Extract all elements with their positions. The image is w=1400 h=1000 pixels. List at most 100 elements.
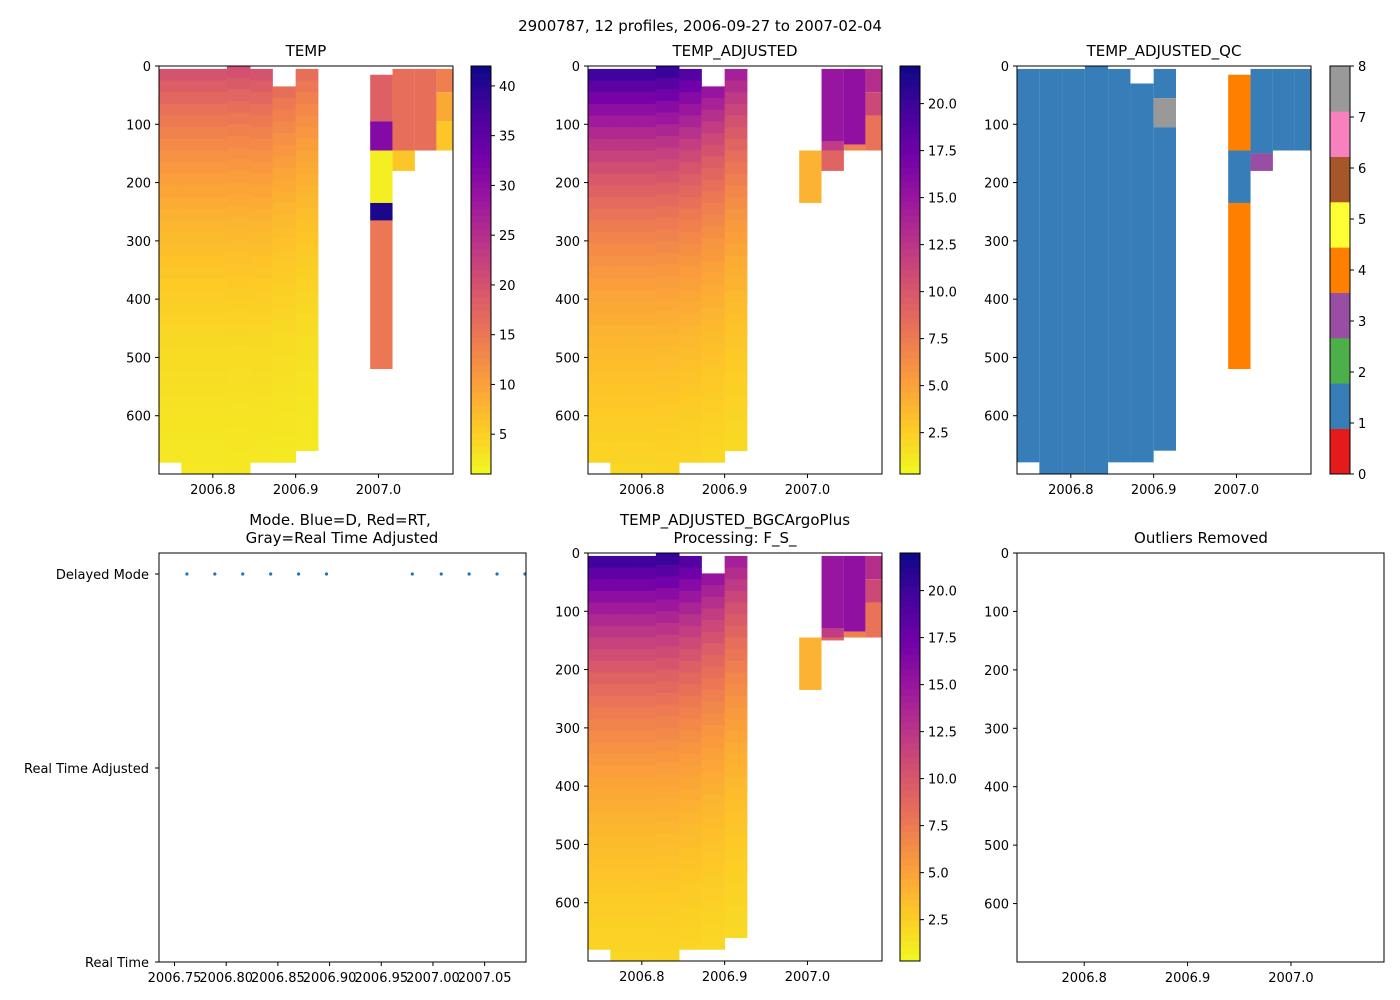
heatmap-cell [181,302,205,315]
heatmap-cell [633,337,657,350]
colorbar-segment [900,607,920,615]
heatmap-cell [181,325,205,338]
y-category-label: Real Time Adjusted [24,762,149,777]
heatmap-cell [724,800,748,813]
heatmap-cell [272,424,297,437]
heatmap-cell [633,812,657,825]
colorbar-segment [900,770,920,778]
heatmap-cell [724,372,748,385]
bgc-colorbar-frame [899,552,921,962]
heatmap-cell [701,447,726,460]
temp-heatmap-cells [159,66,453,475]
heatmap-cell [679,197,702,210]
heatmap-cell [633,150,657,163]
heatmap-cell [655,380,680,393]
heatmap-cell [679,92,702,105]
heatmap-cell [588,590,611,603]
colorbar-segment [471,195,491,203]
heatmap-cell [724,917,748,930]
heatmap-cell [295,115,319,128]
qc-cell [1130,83,1154,463]
heatmap-cell [610,602,634,615]
outliers-x-ticks: 2006.8 2006.9 2007.0 [1061,962,1314,986]
heatmap-cell [159,103,182,116]
heatmap-cell [588,649,611,662]
heatmap-cell [655,751,680,764]
heatmap-cell [204,173,228,186]
x-tick-label: 2006.8 [1061,971,1107,986]
bgc-heatmap-cells [588,553,882,962]
colorbar-segment [471,419,491,427]
heatmap-cell [843,631,866,638]
heatmap-cell [204,138,228,151]
heatmap-cell [588,127,611,140]
heatmap-cell [272,342,297,355]
heatmap-cell [159,337,182,350]
colorbar-tick-label: 3 [1358,315,1366,330]
colorbar-tick-label: 25 [499,229,516,244]
heatmap-cell [588,730,611,743]
heatmap-cell [181,185,205,198]
heatmap-cell [588,835,611,848]
heatmap-cell [655,124,680,137]
qc-x-ticks: 2006.8 2006.9 2007.0 [1048,474,1259,498]
colorbar-segment [471,202,491,210]
heatmap-cell [588,406,611,420]
heatmap-cell [679,162,702,175]
heatmap-cell [272,459,297,463]
colorbar-tick-label: 17.5 [928,632,957,647]
heatmap-cell [701,237,726,250]
colorbar-segment [471,161,491,169]
y-tick-label: 400 [984,293,1009,308]
heatmap-cell [679,348,702,361]
colorbar-segment [471,365,491,373]
heatmap-cell [610,243,634,256]
colorbar-segment [471,283,491,291]
colorbar-segment [900,161,920,169]
heatmap-cell [610,882,634,895]
heatmap-cell [159,150,182,163]
colorbar-segment [900,716,920,724]
heatmap-cell [724,730,748,743]
heatmap-cell [633,695,657,708]
heatmap-cell [272,226,297,239]
y-tick-label: 500 [555,351,580,366]
colorbar-segment [471,242,491,251]
heatmap-cell [272,144,297,157]
heatmap-cell [633,625,657,638]
qc-cell [1017,68,1040,463]
heatmap-cell [724,567,748,580]
heatmap-cell [724,232,748,245]
heatmap-cell [181,173,205,186]
x-tick-label: 2007.00 [406,971,460,986]
heatmap-cell [272,296,297,309]
colorbar-segment [900,634,920,642]
heatmap-cell [610,80,634,93]
heatmap-cell [610,917,634,930]
heatmap-cell [226,135,251,148]
heatmap-cell [701,459,726,463]
heatmap-cell [159,173,182,186]
heatmap-cell [250,162,273,175]
temp-x-ticks: 2006.8 2006.9 2007.0 [190,474,401,498]
mode-point [467,572,471,576]
colorbar-segment [471,100,491,108]
heatmap-cell [588,197,611,210]
colorbar-segment [471,372,491,380]
heatmap-cell [181,267,205,280]
heatmap-cell [633,567,657,580]
heatmap-cell [655,564,680,577]
colorbar-segment [471,406,491,414]
heatmap-cell [181,395,205,408]
colorbar-segment [471,86,491,94]
heatmap-cell [588,232,611,245]
x-tick-label: 2006.9 [273,483,319,498]
heatmap-cell [724,824,748,837]
colorbar-segment [471,378,491,387]
heatmap-cell [159,92,182,105]
y-tick-label: 600 [555,410,580,425]
colorbar-segment [471,453,491,461]
heatmap-cell [250,383,273,396]
colorbar-segment [900,106,920,115]
heatmap-cell [701,86,726,99]
